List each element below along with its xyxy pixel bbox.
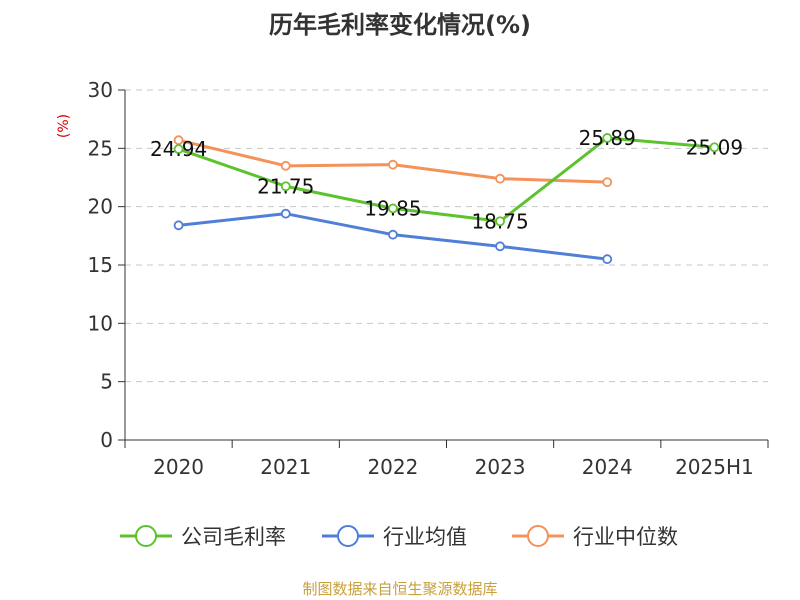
data-point bbox=[388, 229, 398, 240]
x-tick-label: 2022 bbox=[367, 455, 418, 479]
data-labels: 24.94 21.75 19.85 18.75 25.89 25.09 bbox=[150, 126, 743, 233]
legend-marker bbox=[527, 525, 549, 547]
data-label: 21.75 bbox=[257, 174, 314, 198]
chart-title: 历年毛利率变化情况(%) bbox=[269, 11, 531, 39]
source-note: 制图数据来自恒生聚源数据库 bbox=[302, 580, 497, 598]
x-tick-label: 2021 bbox=[260, 455, 311, 479]
data-point bbox=[709, 142, 720, 153]
data-point bbox=[280, 208, 291, 219]
series-group bbox=[173, 133, 720, 265]
legend-label: 行业中位数 bbox=[573, 525, 678, 549]
data-point bbox=[173, 144, 184, 154]
y-tick-label: 5 bbox=[100, 370, 113, 394]
data-point bbox=[602, 177, 613, 188]
x-tick-label: 2020 bbox=[153, 455, 204, 479]
data-point bbox=[280, 181, 291, 192]
x-tick-label: 2024 bbox=[582, 455, 633, 479]
y-tick-label: 30 bbox=[88, 78, 113, 102]
grid-lines bbox=[125, 89, 768, 383]
series-line bbox=[178, 136, 715, 223]
data-point bbox=[280, 160, 291, 171]
y-axis-unit: (%) bbox=[56, 114, 72, 138]
data-point bbox=[495, 241, 505, 252]
legend-marker bbox=[337, 525, 359, 547]
data-point bbox=[388, 203, 398, 214]
data-point bbox=[388, 159, 398, 170]
data-point bbox=[602, 254, 613, 265]
y-tick-label: 25 bbox=[88, 136, 113, 160]
y-tick-label: 0 bbox=[100, 428, 113, 452]
x-tick-label: 2025H1 bbox=[675, 455, 754, 479]
axes: 0 5 10 15 20 25 30 2020 2021 2022 2023 2024 2025H1 bbox=[88, 78, 769, 479]
data-point bbox=[602, 133, 613, 143]
x-tick-label: 2023 bbox=[475, 455, 526, 479]
data-label: 18.75 bbox=[471, 209, 528, 233]
y-tick-label: 10 bbox=[88, 311, 113, 335]
data-label: 24.94 bbox=[150, 137, 207, 161]
data-point bbox=[173, 220, 184, 231]
legend-label: 公司毛利率 bbox=[181, 525, 286, 549]
data-label: 19.85 bbox=[364, 196, 421, 220]
y-tick-label: 20 bbox=[88, 195, 113, 219]
legend-marker bbox=[135, 525, 157, 547]
legend-label: 行业均值 bbox=[383, 525, 467, 549]
data-point bbox=[495, 216, 505, 227]
data-label: 25.89 bbox=[579, 126, 636, 150]
data-point bbox=[495, 173, 505, 184]
legend: 公司毛利率 行业均值 行业中位数 bbox=[120, 525, 678, 549]
y-tick-label: 15 bbox=[88, 253, 113, 277]
data-label: 25.09 bbox=[686, 135, 743, 159]
